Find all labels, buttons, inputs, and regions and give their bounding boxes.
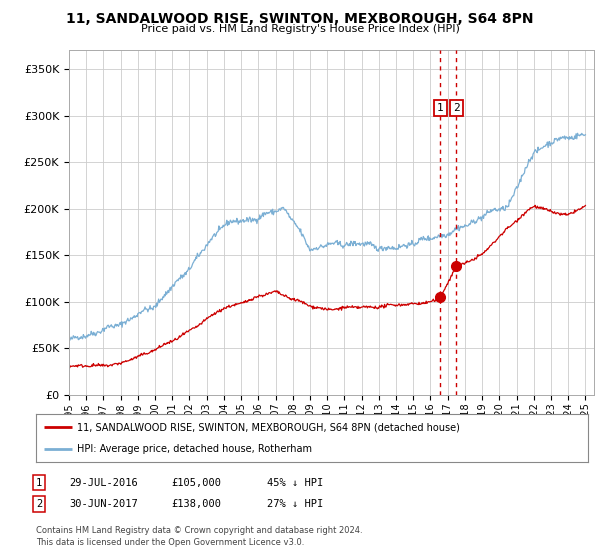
Text: HPI: Average price, detached house, Rotherham: HPI: Average price, detached house, Roth…	[77, 444, 313, 454]
Text: 30-JUN-2017: 30-JUN-2017	[69, 499, 138, 509]
Text: 2: 2	[453, 103, 460, 113]
Text: 1: 1	[36, 478, 42, 488]
Text: Contains HM Land Registry data © Crown copyright and database right 2024.: Contains HM Land Registry data © Crown c…	[36, 526, 362, 535]
Text: £138,000: £138,000	[171, 499, 221, 509]
Text: This data is licensed under the Open Government Licence v3.0.: This data is licensed under the Open Gov…	[36, 538, 304, 547]
Text: £105,000: £105,000	[171, 478, 221, 488]
Text: 11, SANDALWOOD RISE, SWINTON, MEXBOROUGH, S64 8PN (detached house): 11, SANDALWOOD RISE, SWINTON, MEXBOROUGH…	[77, 422, 460, 432]
Text: 29-JUL-2016: 29-JUL-2016	[69, 478, 138, 488]
Text: 45% ↓ HPI: 45% ↓ HPI	[267, 478, 323, 488]
Text: Price paid vs. HM Land Registry's House Price Index (HPI): Price paid vs. HM Land Registry's House …	[140, 24, 460, 34]
Text: 11, SANDALWOOD RISE, SWINTON, MEXBOROUGH, S64 8PN: 11, SANDALWOOD RISE, SWINTON, MEXBOROUGH…	[66, 12, 534, 26]
Text: 1: 1	[437, 103, 443, 113]
Text: 2: 2	[36, 499, 42, 509]
Text: 27% ↓ HPI: 27% ↓ HPI	[267, 499, 323, 509]
